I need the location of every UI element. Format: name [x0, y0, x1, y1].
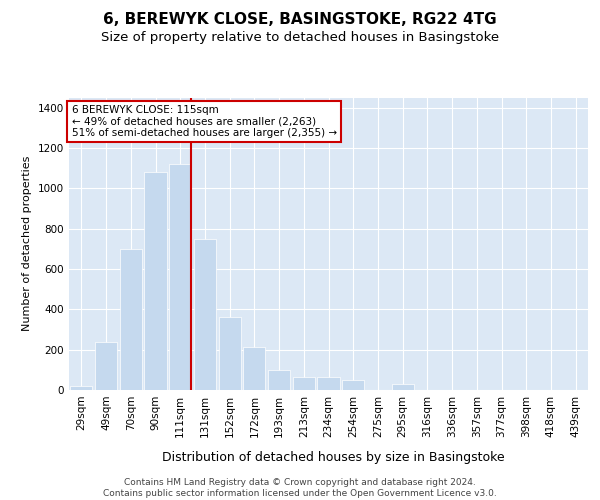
Bar — [268, 370, 290, 390]
Bar — [70, 386, 92, 390]
Bar — [95, 342, 117, 390]
Bar — [293, 377, 315, 390]
Text: Distribution of detached houses by size in Basingstoke: Distribution of detached houses by size … — [161, 451, 505, 464]
Bar — [342, 380, 364, 390]
Bar — [119, 249, 142, 390]
Y-axis label: Number of detached properties: Number of detached properties — [22, 156, 32, 332]
Bar — [392, 384, 414, 390]
Text: Size of property relative to detached houses in Basingstoke: Size of property relative to detached ho… — [101, 31, 499, 44]
Bar — [243, 346, 265, 390]
Bar — [218, 318, 241, 390]
Bar — [194, 238, 216, 390]
Text: 6 BEREWYK CLOSE: 115sqm
← 49% of detached houses are smaller (2,263)
51% of semi: 6 BEREWYK CLOSE: 115sqm ← 49% of detache… — [71, 105, 337, 138]
Bar — [169, 164, 191, 390]
Bar — [145, 172, 167, 390]
Text: 6, BEREWYK CLOSE, BASINGSTOKE, RG22 4TG: 6, BEREWYK CLOSE, BASINGSTOKE, RG22 4TG — [103, 12, 497, 28]
Bar — [317, 377, 340, 390]
Text: Contains HM Land Registry data © Crown copyright and database right 2024.
Contai: Contains HM Land Registry data © Crown c… — [103, 478, 497, 498]
